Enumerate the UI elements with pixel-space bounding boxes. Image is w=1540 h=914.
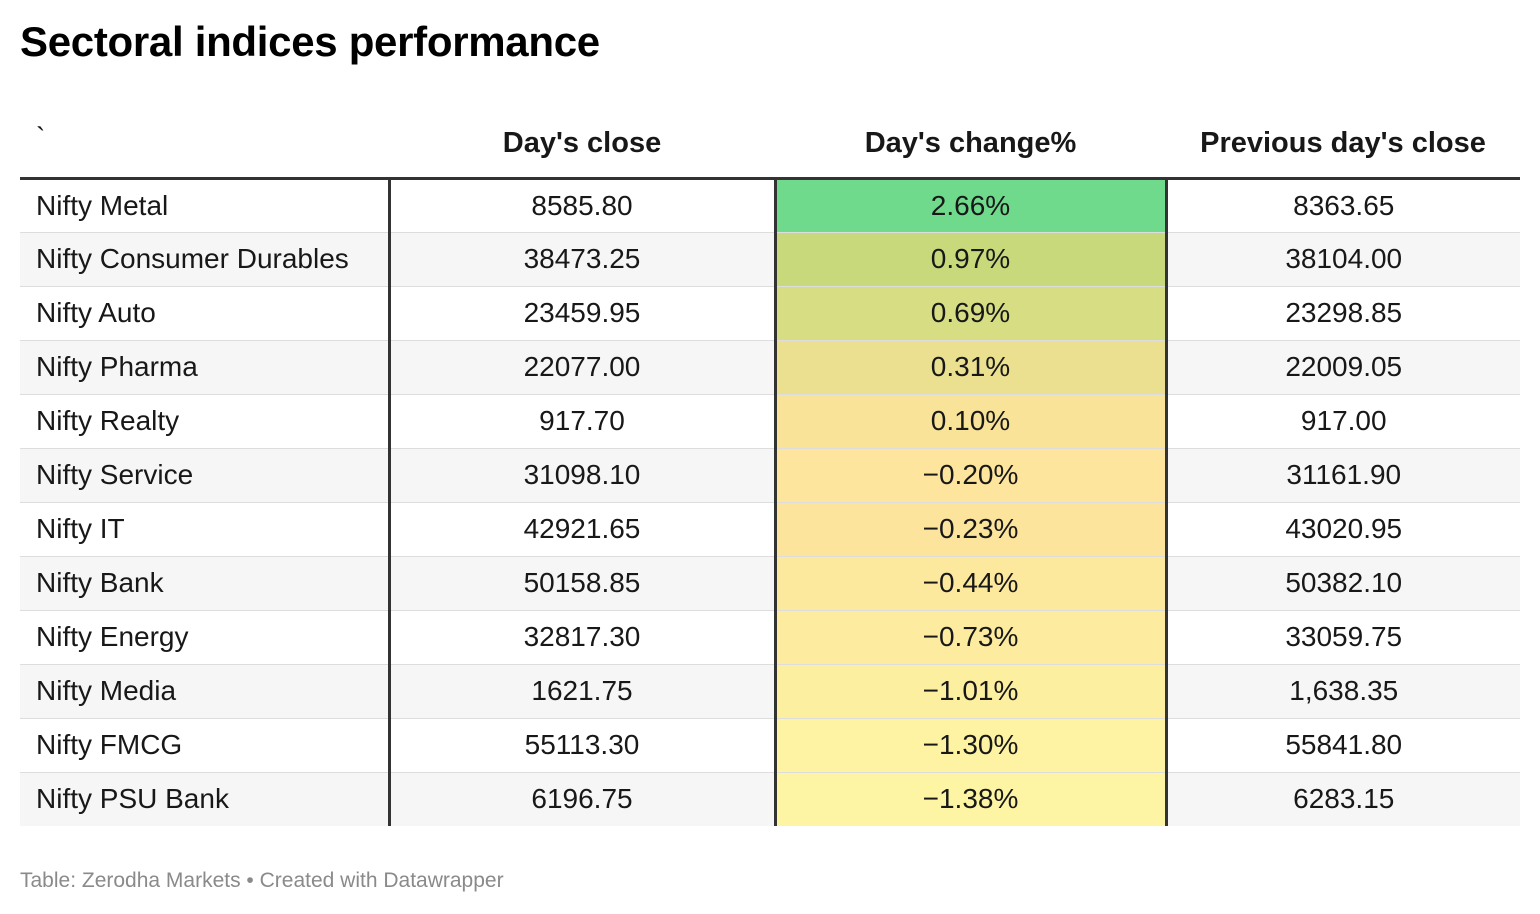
chart-title: Sectoral indices performance xyxy=(20,18,600,65)
previous-close-cell: 38104.00 xyxy=(1166,232,1520,287)
table-row: Nifty Realty 917.70 0.10% 917.00 xyxy=(20,394,1520,449)
days-close-cell: 55113.30 xyxy=(389,718,777,773)
days-close-cell: 1621.75 xyxy=(389,664,777,719)
index-name-cell: Nifty Bank xyxy=(20,556,391,611)
days-close-cell: 31098.10 xyxy=(389,448,777,503)
days-change-cell: −0.20% xyxy=(775,448,1168,503)
table-row: Nifty Consumer Durables 38473.25 0.97% 3810… xyxy=(20,232,1520,287)
days-close-cell: 23459.95 xyxy=(389,286,777,341)
days-close-cell: 8585.80 xyxy=(389,178,777,233)
table-row: Nifty Metal 8585.80 2.66% 8363.65 xyxy=(20,178,1520,233)
table-row: Nifty PSU Bank 6196.75 −1.38% 6283.15 xyxy=(20,772,1520,826)
previous-close-cell: 31161.90 xyxy=(1166,448,1520,503)
days-close-cell: 42921.65 xyxy=(389,502,777,557)
days-change-cell: −1.38% xyxy=(775,772,1168,826)
index-name-cell: Nifty Media xyxy=(20,664,391,719)
table-row: Nifty Energy 32817.30 −0.73% 33059.75 xyxy=(20,610,1520,665)
table-row: Nifty Service 31098.10 −0.20% 31161.90 xyxy=(20,448,1520,503)
index-name-cell: Nifty Auto xyxy=(20,286,391,341)
days-close-cell: 50158.85 xyxy=(389,556,777,611)
table-row: Nifty Media 1621.75 −1.01% 1,638.35 xyxy=(20,664,1520,719)
days-close-cell: 917.70 xyxy=(389,394,777,449)
days-change-cell: 2.66% xyxy=(775,178,1168,233)
days-change-cell: −1.30% xyxy=(775,718,1168,773)
sector-table: ` Day's close Day's change% Previous day… xyxy=(20,108,1520,826)
table-row: Nifty IT 42921.65 −0.23% 43020.95 xyxy=(20,502,1520,557)
index-name-cell: Nifty Consumer Durables xyxy=(20,232,391,287)
table-row: Nifty FMCG 55113.30 −1.30% 55841.80 xyxy=(20,718,1520,773)
days-close-cell: 32817.30 xyxy=(389,610,777,665)
days-change-cell: 0.97% xyxy=(775,232,1168,287)
column-header-days-close: Day's close xyxy=(389,108,775,180)
footer-source: Table: Zerodha Markets • Created with Da… xyxy=(20,869,504,892)
previous-close-cell: 50382.10 xyxy=(1166,556,1520,611)
days-change-cell: 0.69% xyxy=(775,286,1168,341)
days-change-cell: −1.01% xyxy=(775,664,1168,719)
previous-close-cell: 33059.75 xyxy=(1166,610,1520,665)
previous-close-cell: 917.00 xyxy=(1166,394,1520,449)
table-row: Nifty Auto 23459.95 0.69% 23298.85 xyxy=(20,286,1520,341)
column-header-name: ` xyxy=(20,108,389,180)
index-name-cell: Nifty PSU Bank xyxy=(20,772,391,826)
column-header-previous-close: Previous day's close xyxy=(1166,108,1520,180)
previous-close-cell: 43020.95 xyxy=(1166,502,1520,557)
days-change-cell: −0.44% xyxy=(775,556,1168,611)
days-change-cell: 0.10% xyxy=(775,394,1168,449)
index-name-cell: Nifty Pharma xyxy=(20,340,391,395)
index-name-cell: Nifty FMCG xyxy=(20,718,391,773)
table-row: Nifty Pharma 22077.00 0.31% 22009.05 xyxy=(20,340,1520,395)
days-change-cell: −0.73% xyxy=(775,610,1168,665)
previous-close-cell: 1,638.35 xyxy=(1166,664,1520,719)
index-name-cell: Nifty Metal xyxy=(20,178,391,233)
days-change-cell: 0.31% xyxy=(775,340,1168,395)
previous-close-cell: 22009.05 xyxy=(1166,340,1520,395)
table-row: Nifty Bank 50158.85 −0.44% 50382.10 xyxy=(20,556,1520,611)
previous-close-cell: 23298.85 xyxy=(1166,286,1520,341)
index-name-cell: Nifty Energy xyxy=(20,610,391,665)
days-close-cell: 22077.00 xyxy=(389,340,777,395)
index-name-cell: Nifty Service xyxy=(20,448,391,503)
column-header-days-change: Day's change% xyxy=(775,108,1166,180)
header-row: ` Day's close Day's change% Previous day… xyxy=(20,108,1520,180)
previous-close-cell: 8363.65 xyxy=(1166,178,1520,233)
index-name-cell: Nifty IT xyxy=(20,502,391,557)
previous-close-cell: 55841.80 xyxy=(1166,718,1520,773)
days-change-cell: −0.23% xyxy=(775,502,1168,557)
table-body: Nifty Metal 8585.80 2.66% 8363.65 Nifty Cons… xyxy=(20,178,1520,826)
days-close-cell: 6196.75 xyxy=(389,772,777,826)
days-close-cell: 38473.25 xyxy=(389,232,777,287)
index-name-cell: Nifty Realty xyxy=(20,394,391,449)
previous-close-cell: 6283.15 xyxy=(1166,772,1520,826)
